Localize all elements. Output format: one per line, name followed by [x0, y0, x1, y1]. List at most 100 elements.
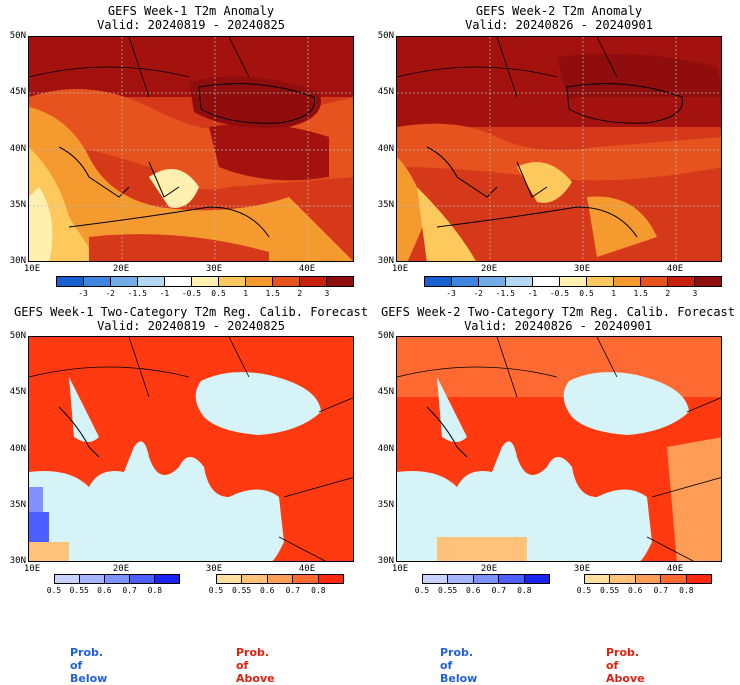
lon-label: 30E [205, 264, 223, 274]
colorbar-tick-label: 0.55 [599, 586, 620, 595]
colorbar-swatch [245, 277, 272, 286]
lon-label: 10E [391, 264, 409, 274]
colorbar-tick-label: 0.5 [211, 289, 226, 298]
lat-label: 35N [377, 200, 394, 210]
colorbar-tick-label: 0.55 [231, 586, 252, 595]
colorbar-tick-label: 0.8 [147, 586, 163, 595]
above-colorbar [216, 574, 344, 584]
colorbar-tick-label: -1 [527, 289, 538, 298]
lon-label: 20E [480, 264, 498, 274]
lat-label: 40N [9, 444, 26, 454]
probability-map [28, 336, 354, 562]
colorbar-swatch [609, 575, 635, 583]
lat-label: 50N [377, 31, 394, 41]
lat-label: 30N [377, 556, 394, 566]
colorbar-swatch [447, 575, 473, 583]
lat-label: 30N [9, 256, 26, 266]
colorbar-tick-label: 0.55 [69, 586, 89, 595]
colorbar-tick-label: 1 [243, 289, 249, 298]
colorbar-swatch [83, 277, 110, 286]
anomaly-map [28, 36, 354, 262]
colorbar-swatch [559, 277, 586, 286]
colorbar-swatch [613, 277, 640, 286]
colorbar-swatch [55, 575, 79, 583]
panel-title: GEFS Week-2 T2m Anomaly [475, 4, 643, 18]
panel-valid-dates: Valid: 20240819 - 20240825 [97, 18, 285, 32]
anomaly-colorbar [424, 276, 722, 287]
lat-label: 30N [377, 256, 394, 266]
panel-valid-dates: Valid: 20240826 - 20240901 [464, 319, 652, 333]
colorbar-swatch [317, 575, 344, 583]
lon-label: 20E [112, 264, 130, 274]
colorbar-swatch [423, 575, 448, 583]
lat-label: 35N [9, 500, 26, 510]
colorbar-tick-label: -2 [105, 289, 115, 298]
colorbar-swatch [498, 575, 524, 583]
colorbar-swatch [694, 277, 721, 286]
colorbar-swatch [523, 575, 550, 583]
lat-label: 45N [9, 87, 26, 97]
colorbar-tick-label: 1.5 [633, 289, 648, 298]
colorbar-swatch [532, 277, 559, 286]
prob-below-label: Prob. of Below [70, 646, 108, 685]
colorbar-tick-label: 0.5 [208, 586, 224, 595]
prob-above-label: Prob. of Above [606, 646, 645, 685]
colorbar-swatch [299, 277, 326, 286]
colorbar-swatch [505, 277, 532, 286]
colorbar-tick-label: 0.5 [414, 586, 430, 595]
colorbar-tick-label: -1.5 [495, 289, 515, 298]
lat-label: 45N [377, 87, 394, 97]
lat-label: 50N [9, 31, 26, 41]
colorbar-tick-label: 0.6 [465, 586, 481, 595]
lat-label: 45N [9, 387, 26, 397]
lon-label: 40E [298, 564, 316, 574]
colorbar-tick-label: -2 [473, 289, 483, 298]
colorbar-tick-label: -1.5 [127, 289, 147, 298]
lat-label: 40N [9, 144, 26, 154]
colorbar-tick-label: 0.6 [627, 586, 643, 595]
panel-valid-dates: Valid: 20240819 - 20240825 [97, 319, 285, 333]
lon-label: 40E [298, 264, 316, 274]
lat-label: 45N [377, 387, 394, 397]
colorbar-swatch [667, 277, 694, 286]
prob-above-label: Prob. of Above [236, 646, 275, 685]
colorbar-tick-label: 0.7 [653, 586, 669, 595]
colorbar-swatch [585, 575, 610, 583]
colorbar-tick-label: 2 [297, 289, 303, 298]
colorbar-swatch [478, 277, 505, 286]
colorbar-swatch [586, 277, 613, 286]
colorbar-swatch [129, 575, 154, 583]
colorbar-swatch [218, 277, 245, 286]
prob-below-label: Prob. of Below [440, 646, 478, 685]
panel-title: GEFS Week-1 T2m Anomaly [107, 4, 275, 18]
colorbar-tick-label: 3 [324, 289, 330, 298]
colorbar-swatch [154, 575, 179, 583]
colorbar-swatch [640, 277, 667, 286]
colorbar-swatch [104, 575, 129, 583]
colorbar-swatch [191, 277, 218, 286]
colorbar-tick-label: 0.8 [311, 586, 326, 595]
colorbar-swatch [266, 575, 293, 583]
colorbar-swatch [634, 575, 661, 583]
lat-label: 40N [377, 444, 394, 454]
colorbar-swatch [137, 277, 164, 286]
above-colorbar [584, 574, 712, 584]
panel-valid-dates: Valid: 20240826 - 20240901 [465, 18, 653, 32]
panel-title: GEFS Week-1 Two-Category T2m Reg. Calib.… [13, 305, 368, 319]
colorbar-tick-label: -1 [159, 289, 170, 298]
below-colorbar [422, 574, 550, 584]
colorbar-swatch [217, 575, 242, 583]
lat-label: 50N [9, 331, 26, 341]
colorbar-tick-label: 1 [611, 289, 617, 298]
colorbar-tick-label: 0.6 [97, 586, 112, 595]
colorbar-tick-label: 0.7 [491, 586, 507, 595]
colorbar-swatch [79, 575, 104, 583]
lat-label: 35N [377, 500, 394, 510]
below-colorbar [54, 574, 180, 584]
colorbar-tick-label: 0.55 [437, 586, 458, 595]
colorbar-swatch [164, 277, 191, 286]
colorbar-tick-label: -0.5 [549, 289, 570, 298]
probability-map [396, 336, 722, 562]
colorbar-tick-label: 0.6 [259, 586, 275, 595]
colorbar-tick-label: -0.5 [181, 289, 202, 298]
